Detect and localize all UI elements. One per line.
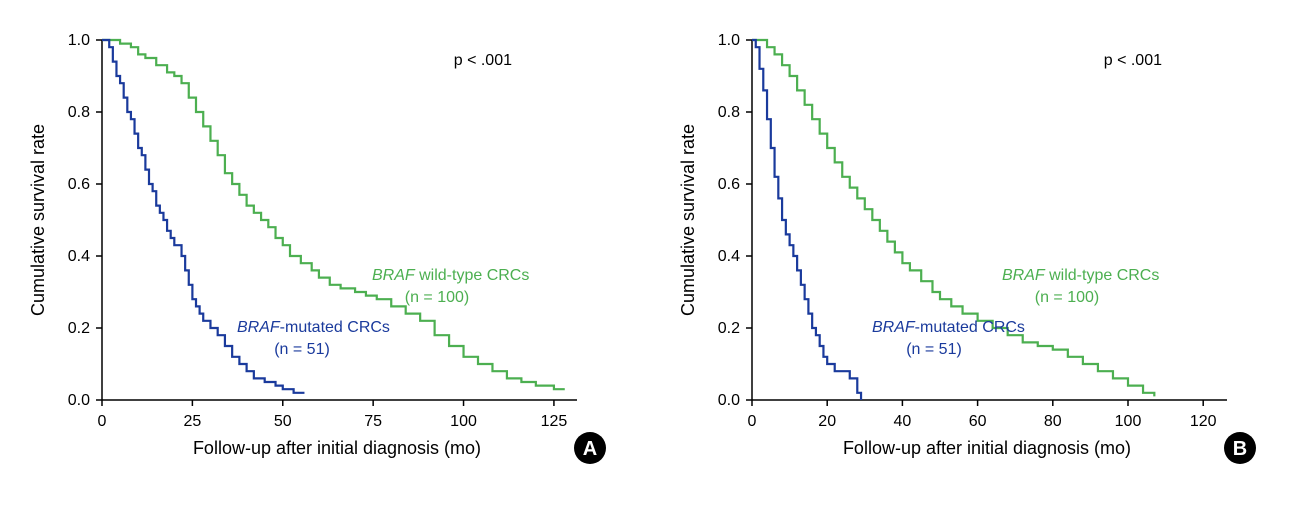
- svg-text:1.0: 1.0: [718, 32, 740, 49]
- svg-text:0.6: 0.6: [718, 176, 740, 193]
- svg-text:0.2: 0.2: [68, 320, 90, 337]
- svg-text:80: 80: [1044, 413, 1062, 430]
- x-axis-label: Follow-up after initial diagnosis (mo): [193, 438, 481, 458]
- y-axis-label: Cumulative survival rate: [678, 124, 698, 316]
- svg-text:100: 100: [450, 413, 477, 430]
- svg-text:0.6: 0.6: [68, 176, 90, 193]
- chart-a-svg: 0.0 0.2 0.4 0.6 0.8 1.0 0 25 50 75 100 125 Follow-up…: [12, 20, 632, 490]
- panels-container: 0.0 0.2 0.4 0.6 0.8 1.0 0 25 50 75 100 125 Follow-up…: [20, 20, 1274, 490]
- series-label: BRAF-mutated CRCs: [872, 319, 1025, 336]
- survival-curve: [102, 40, 565, 389]
- series-n-label: (n = 100): [405, 289, 469, 306]
- survival-curve: [102, 40, 304, 393]
- y-axis-label: Cumulative survival rate: [28, 124, 48, 316]
- series-n-label: (n = 100): [1035, 289, 1099, 306]
- svg-text:0.4: 0.4: [68, 248, 90, 265]
- svg-text:125: 125: [541, 413, 568, 430]
- p-value-label: p < .001: [454, 52, 512, 69]
- svg-text:60: 60: [969, 413, 987, 430]
- series-n-label: (n = 51): [906, 341, 962, 358]
- series-label: BRAF-mutated CRCs: [237, 319, 390, 336]
- series-label: BRAF wild-type CRCs: [372, 267, 529, 284]
- svg-text:20: 20: [818, 413, 836, 430]
- chart-b-svg: 0.0 0.2 0.4 0.6 0.8 1.0 0 20 40 60 80 100 120 Follow-…: [662, 20, 1282, 490]
- svg-text:120: 120: [1190, 413, 1217, 430]
- panel-a: 0.0 0.2 0.4 0.6 0.8 1.0 0 25 50 75 100 125 Follow-up…: [12, 20, 632, 490]
- panel-badge-label: A: [583, 438, 597, 460]
- panel-badge-label: B: [1233, 438, 1247, 460]
- svg-text:25: 25: [183, 413, 201, 430]
- svg-text:75: 75: [364, 413, 382, 430]
- svg-text:0.0: 0.0: [718, 392, 740, 409]
- series-n-label: (n = 51): [274, 341, 330, 358]
- series-label: BRAF wild-type CRCs: [1002, 267, 1159, 284]
- svg-text:1.0: 1.0: [68, 32, 90, 49]
- svg-text:100: 100: [1115, 413, 1142, 430]
- svg-text:0: 0: [98, 413, 107, 430]
- panel-b: 0.0 0.2 0.4 0.6 0.8 1.0 0 20 40 60 80 100 120 Follow-…: [662, 20, 1282, 490]
- p-value-label: p < .001: [1104, 52, 1162, 69]
- survival-curve: [752, 40, 861, 400]
- svg-text:0: 0: [748, 413, 757, 430]
- svg-text:50: 50: [274, 413, 292, 430]
- svg-text:0.4: 0.4: [718, 248, 740, 265]
- svg-text:40: 40: [894, 413, 912, 430]
- svg-text:0.2: 0.2: [718, 320, 740, 337]
- svg-text:0.8: 0.8: [68, 104, 90, 121]
- svg-text:0.8: 0.8: [718, 104, 740, 121]
- x-axis-label: Follow-up after initial diagnosis (mo): [843, 438, 1131, 458]
- svg-text:0.0: 0.0: [68, 392, 90, 409]
